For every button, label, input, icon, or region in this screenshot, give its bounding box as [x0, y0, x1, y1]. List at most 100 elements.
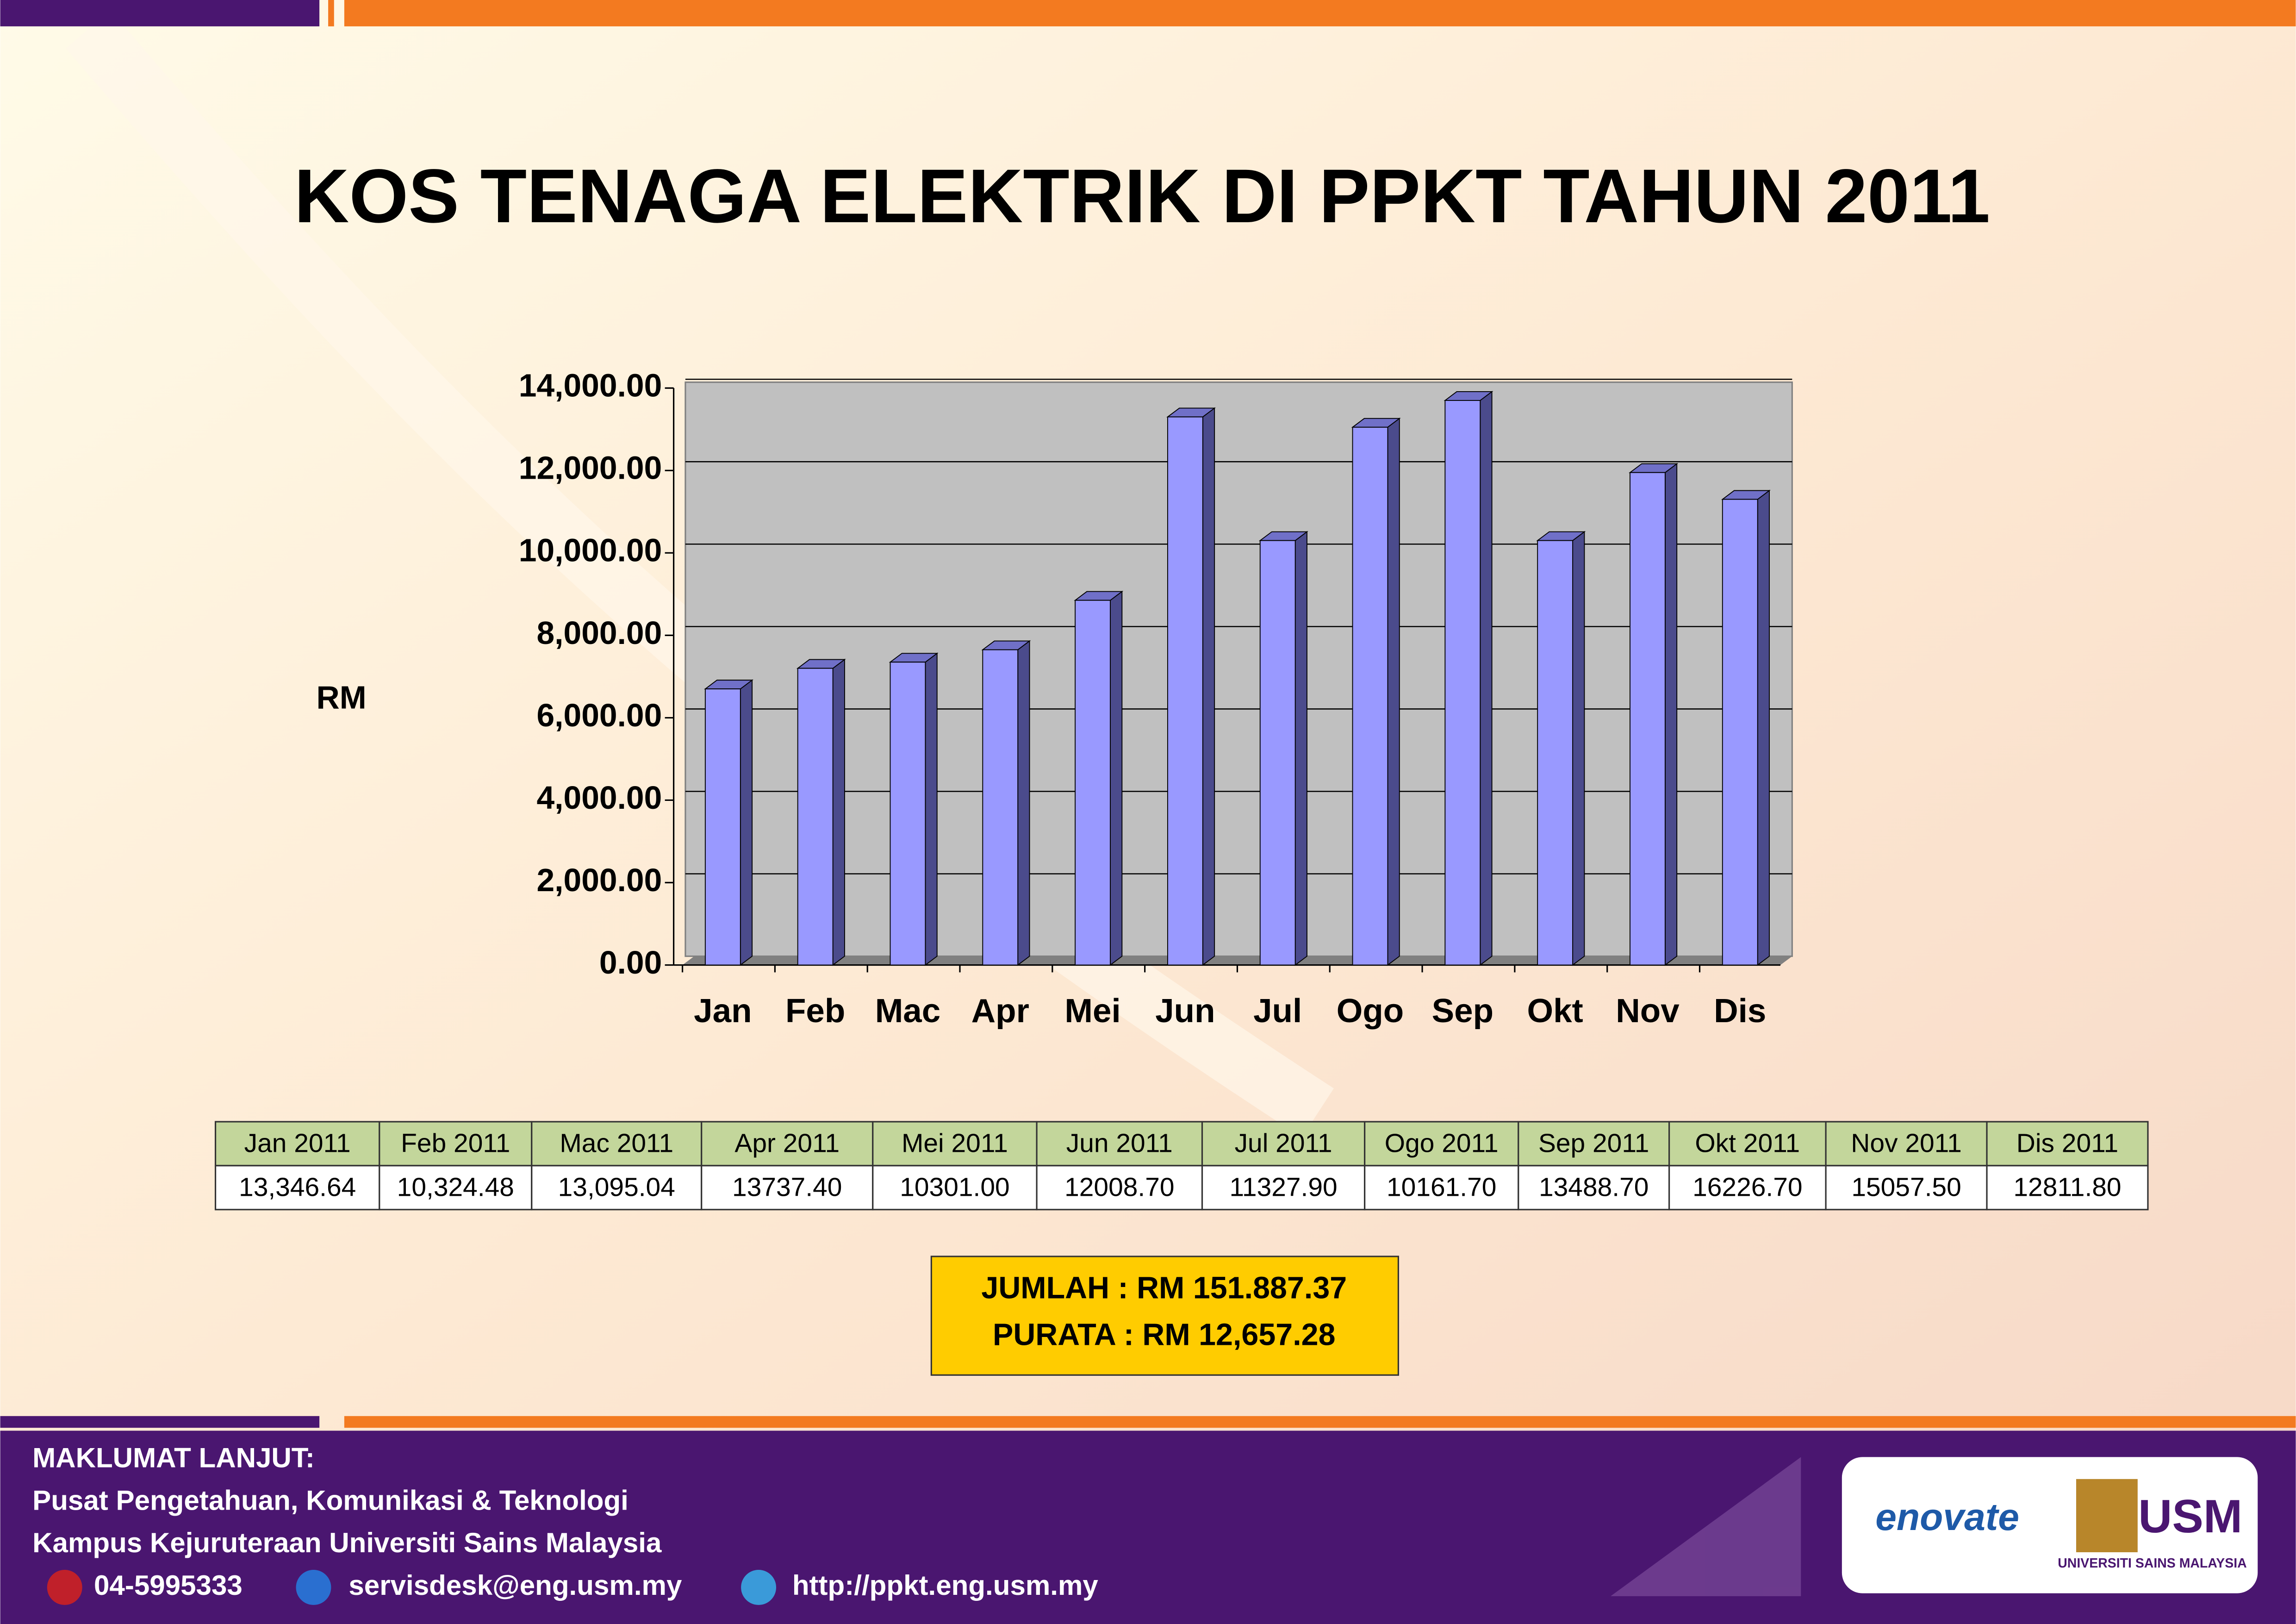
x-tick-label: Jun [1155, 992, 1215, 1030]
table-cell [1825, 1165, 1988, 1211]
table-cell [1825, 1121, 1988, 1167]
y-tick-label: 2,000.00 [536, 862, 662, 898]
floor [682, 956, 1792, 965]
bar [704, 688, 741, 966]
bar [1167, 416, 1203, 966]
y-axis-label: RM [316, 679, 366, 715]
footer-bar [0, 1416, 320, 1428]
bar [1444, 400, 1481, 966]
y-tick-label: 12,000.00 [519, 450, 662, 486]
bar [1630, 472, 1666, 966]
summary-text: PURATA : RM 12,657.28 [993, 1318, 1336, 1352]
top-bar [328, 0, 334, 26]
table-header: Jul 2011 [1235, 1129, 1332, 1158]
table-header: Dis 2011 [2016, 1129, 2118, 1158]
table-header: Feb 2011 [401, 1129, 510, 1158]
table-cell [531, 1165, 703, 1211]
bar [1352, 426, 1388, 966]
table-cell [1668, 1165, 1827, 1211]
table-header: Mac 2011 [560, 1129, 673, 1158]
table-value: 12811.80 [2013, 1173, 2121, 1202]
y-tick-label: 4,000.00 [536, 780, 662, 816]
table-cell [701, 1121, 874, 1167]
enovate-logo: enovate [1875, 1496, 2019, 1538]
bar [1722, 499, 1758, 966]
x-tick-label: Feb [785, 992, 845, 1030]
table-cell [1364, 1165, 1519, 1211]
y-tick-label: 0.00 [599, 944, 662, 981]
bar-side [1572, 531, 1585, 966]
bar-side [1294, 531, 1307, 966]
table-value: 13,095.04 [558, 1173, 675, 1202]
bar [797, 668, 834, 966]
bar-side [1202, 407, 1215, 966]
usm-logo: USM [2138, 1490, 2242, 1543]
x-tick-label: Sep [1432, 992, 1493, 1030]
table-header: Ogo 2011 [1385, 1129, 1499, 1158]
table-header: Jan 2011 [244, 1129, 351, 1158]
y-tick-label: 10,000.00 [519, 532, 662, 568]
usm-name: UNIVERSITI SAINS MALAYSIA [2058, 1556, 2246, 1571]
table-value: 11327.90 [1229, 1173, 1337, 1202]
table-cell [1986, 1165, 2149, 1211]
bar [1259, 540, 1296, 966]
summary-box [930, 1255, 1399, 1376]
table-cell [1518, 1165, 1670, 1211]
x-tick-label: Mac [875, 992, 941, 1030]
table-header: Sep 2011 [1538, 1129, 1649, 1158]
x-tick-label: Mei [1064, 992, 1120, 1030]
table-value: 10,324.48 [397, 1173, 514, 1202]
table-header: Apr 2011 [734, 1129, 840, 1158]
y-tick-label: 14,000.00 [519, 368, 662, 404]
table-value: 13,346.64 [239, 1173, 356, 1202]
bar-side [1664, 462, 1678, 966]
x-tick-label: Jan [694, 992, 752, 1030]
decor-triangles [1611, 1457, 1801, 1596]
table-cell [1201, 1121, 1366, 1167]
table-cell [1036, 1165, 1203, 1211]
phone: 04-5995333 [94, 1570, 243, 1601]
phone-icon [47, 1569, 82, 1605]
bar-side [1480, 391, 1493, 966]
url[interactable]: http://ppkt.eng.usm.my [792, 1570, 1099, 1601]
y-tick-label: 8,000.00 [536, 615, 662, 651]
table-value: 13488.70 [1539, 1173, 1649, 1202]
web-icon [741, 1569, 777, 1605]
table-value: 15057.50 [1851, 1173, 1961, 1202]
table-value: 16226.70 [1692, 1173, 1802, 1202]
bar-side [1110, 590, 1123, 966]
table-value: 10161.70 [1387, 1173, 1496, 1202]
email[interactable]: servisdesk@eng.usm.my [348, 1570, 682, 1601]
bar-side [1757, 489, 1770, 966]
plot-wall [684, 381, 1793, 957]
bar [1075, 600, 1111, 966]
table-header: Okt 2011 [1695, 1129, 1800, 1158]
data-table: Jan 2011 Feb 2011 Mac 2011 Apr 2011 Mei 2011… [214, 1121, 2149, 1211]
x-tick-label: Dis [1714, 992, 1766, 1030]
table-cell [872, 1121, 1038, 1167]
table-cell [872, 1165, 1038, 1211]
top-bar [344, 0, 2296, 26]
footer-bar [344, 1416, 2296, 1428]
bar-side [925, 652, 938, 966]
bar [1537, 540, 1574, 966]
bar [982, 649, 1019, 966]
bar-side [1387, 417, 1400, 966]
table-cell [1668, 1121, 1827, 1167]
footer-heading: MAKLUMAT LANJUT: [32, 1443, 315, 1474]
x-tick-label: Ogo [1337, 992, 1404, 1030]
table-header: Jun 2011 [1066, 1129, 1173, 1158]
table-header: Mei 2011 [902, 1129, 1008, 1158]
chart-title: KOS TENAGA ELEKTRIK DI PPKT TAHUN 2011 [294, 153, 1990, 238]
table-value: 12008.70 [1064, 1173, 1174, 1202]
table-cell [379, 1165, 533, 1211]
logo-panel [1842, 1457, 2258, 1593]
chart: 0.00 2,000.00 4,000.00 6,000.00 8,000.00 10,0… [519, 368, 1792, 1030]
summary-text: JUMLAH : RM 151.887.37 [981, 1271, 1347, 1305]
y-tick-label: 6,000.00 [536, 697, 662, 733]
table-cell [1201, 1165, 1366, 1211]
footer-line: Pusat Pengetahuan, Komunikasi & Teknolog… [32, 1485, 628, 1516]
table-value: 13737.40 [732, 1173, 842, 1202]
